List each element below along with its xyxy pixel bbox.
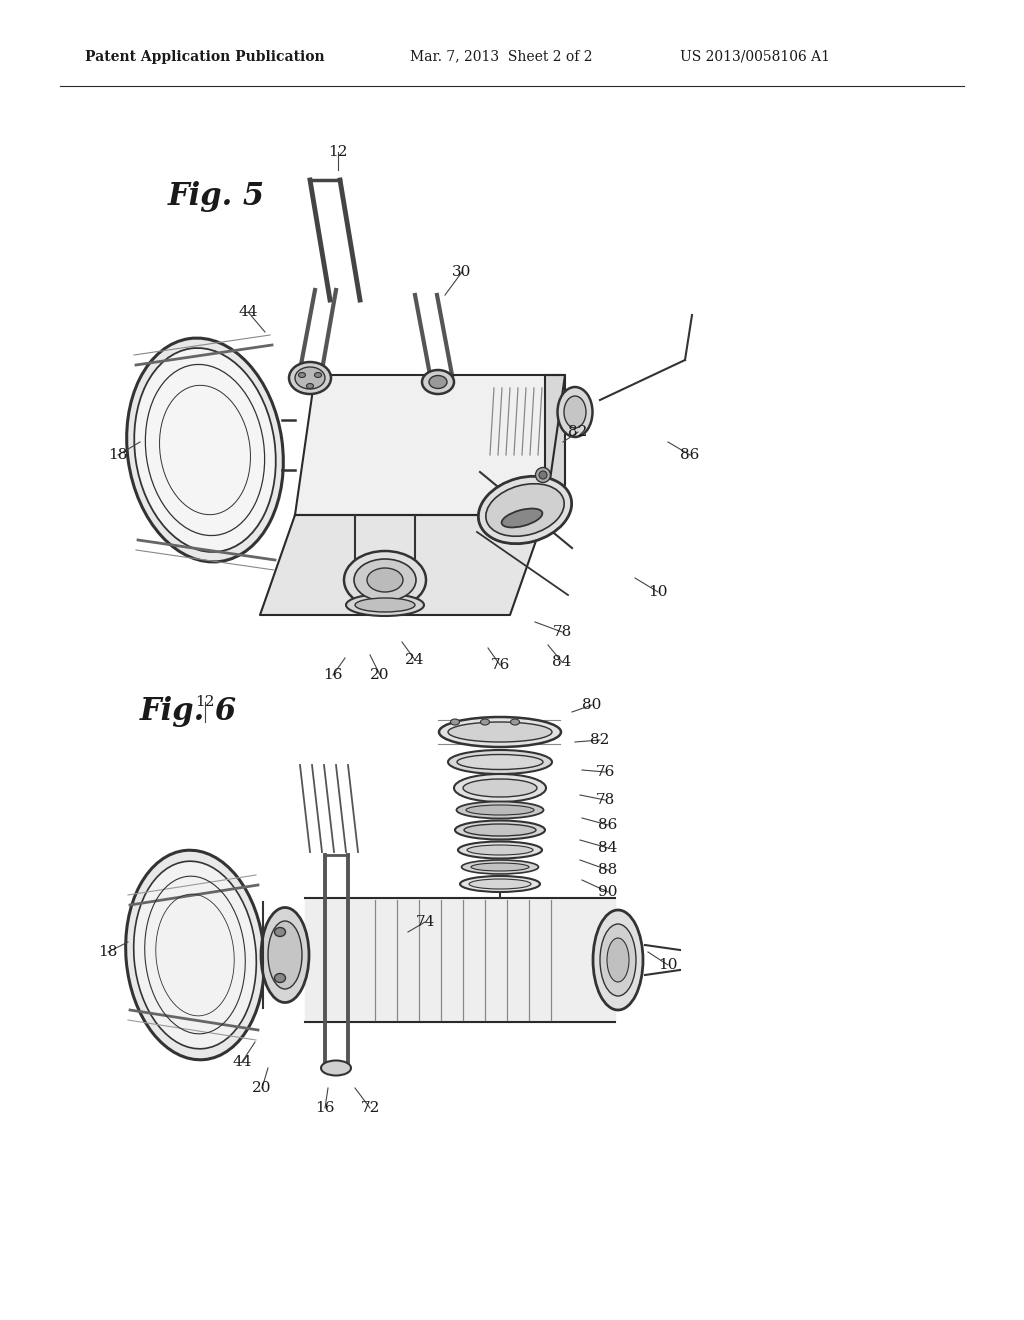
Text: 78: 78: [595, 793, 614, 807]
Text: 10: 10: [658, 958, 678, 972]
Text: 44: 44: [239, 305, 258, 319]
Text: 10: 10: [648, 585, 668, 599]
Text: US 2013/0058106 A1: US 2013/0058106 A1: [680, 50, 830, 63]
Ellipse shape: [460, 876, 540, 892]
Ellipse shape: [321, 1060, 351, 1076]
Ellipse shape: [422, 370, 454, 393]
Polygon shape: [260, 515, 545, 615]
Ellipse shape: [454, 774, 546, 803]
Ellipse shape: [455, 821, 545, 840]
Ellipse shape: [511, 719, 519, 725]
Text: Mar. 7, 2013  Sheet 2 of 2: Mar. 7, 2013 Sheet 2 of 2: [410, 50, 593, 63]
Text: 84: 84: [552, 655, 571, 669]
Text: 18: 18: [98, 945, 118, 960]
Polygon shape: [305, 898, 615, 1022]
Text: 76: 76: [490, 657, 510, 672]
Ellipse shape: [462, 861, 539, 874]
Ellipse shape: [274, 928, 286, 936]
Ellipse shape: [536, 467, 551, 483]
Ellipse shape: [134, 861, 256, 1049]
Ellipse shape: [295, 367, 325, 389]
Ellipse shape: [539, 471, 547, 479]
Text: 78: 78: [552, 624, 571, 639]
Text: 30: 30: [453, 265, 472, 279]
Text: 16: 16: [324, 668, 343, 682]
Ellipse shape: [314, 372, 322, 378]
Ellipse shape: [607, 939, 629, 982]
Ellipse shape: [457, 801, 544, 818]
Text: 88: 88: [598, 863, 617, 876]
Ellipse shape: [268, 921, 302, 989]
Text: 20: 20: [371, 668, 390, 682]
Ellipse shape: [593, 909, 643, 1010]
Text: 84: 84: [598, 841, 617, 855]
Ellipse shape: [464, 824, 536, 836]
Ellipse shape: [463, 779, 537, 797]
Ellipse shape: [261, 908, 309, 1002]
Ellipse shape: [451, 719, 460, 725]
Ellipse shape: [355, 598, 415, 612]
Ellipse shape: [299, 372, 305, 378]
Text: 16: 16: [315, 1101, 335, 1115]
Text: 80: 80: [583, 698, 602, 711]
Ellipse shape: [458, 842, 542, 858]
Text: Fig. 6: Fig. 6: [140, 696, 238, 727]
Ellipse shape: [600, 924, 636, 997]
Polygon shape: [545, 375, 565, 515]
Ellipse shape: [449, 750, 552, 774]
Ellipse shape: [467, 845, 534, 855]
Text: Fig. 5: Fig. 5: [168, 181, 265, 213]
Ellipse shape: [344, 550, 426, 609]
Ellipse shape: [306, 384, 313, 388]
Text: 18: 18: [109, 447, 128, 462]
Text: 90: 90: [598, 884, 617, 899]
Text: 86: 86: [598, 818, 617, 832]
Ellipse shape: [480, 719, 489, 725]
Text: Patent Application Publication: Patent Application Publication: [85, 50, 325, 63]
Text: 20: 20: [252, 1081, 271, 1096]
Ellipse shape: [367, 568, 403, 591]
Text: 86: 86: [680, 447, 699, 462]
Text: 74: 74: [416, 915, 434, 929]
Ellipse shape: [274, 974, 286, 982]
Ellipse shape: [469, 879, 531, 888]
Ellipse shape: [354, 558, 416, 601]
Text: 82: 82: [568, 425, 588, 440]
Text: 82: 82: [590, 733, 609, 747]
Polygon shape: [295, 375, 565, 515]
Ellipse shape: [134, 348, 275, 552]
Ellipse shape: [502, 508, 543, 528]
Ellipse shape: [449, 722, 552, 742]
Text: 44: 44: [232, 1055, 252, 1069]
Text: 24: 24: [406, 653, 425, 667]
Text: 76: 76: [595, 766, 614, 779]
Text: 12: 12: [329, 145, 348, 158]
Ellipse shape: [289, 362, 331, 393]
Ellipse shape: [346, 594, 424, 616]
Ellipse shape: [478, 477, 571, 544]
Ellipse shape: [126, 850, 264, 1060]
Ellipse shape: [127, 338, 284, 562]
Text: 12: 12: [196, 696, 215, 709]
Ellipse shape: [439, 717, 561, 747]
Ellipse shape: [429, 375, 447, 388]
Ellipse shape: [557, 387, 593, 437]
Ellipse shape: [564, 396, 586, 428]
Ellipse shape: [485, 483, 564, 536]
Ellipse shape: [471, 863, 529, 871]
Text: 72: 72: [360, 1101, 380, 1115]
Ellipse shape: [466, 805, 534, 814]
